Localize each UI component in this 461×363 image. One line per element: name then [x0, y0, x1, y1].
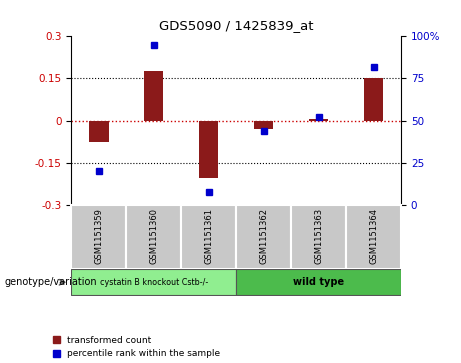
- FancyBboxPatch shape: [346, 205, 401, 269]
- Text: GSM1151364: GSM1151364: [369, 208, 378, 264]
- Text: GSM1151359: GSM1151359: [95, 208, 103, 264]
- Bar: [309, 119, 328, 121]
- FancyBboxPatch shape: [126, 205, 181, 269]
- Text: GSM1151361: GSM1151361: [204, 208, 213, 264]
- Bar: [144, 72, 164, 121]
- Bar: [254, 121, 273, 129]
- FancyBboxPatch shape: [71, 205, 126, 269]
- Bar: [364, 78, 383, 121]
- FancyBboxPatch shape: [71, 269, 236, 295]
- FancyBboxPatch shape: [236, 269, 401, 295]
- Text: GSM1151362: GSM1151362: [259, 208, 268, 264]
- Bar: [89, 121, 108, 142]
- FancyBboxPatch shape: [181, 205, 236, 269]
- Legend: transformed count, percentile rank within the sample: transformed count, percentile rank withi…: [53, 336, 220, 359]
- FancyBboxPatch shape: [291, 205, 346, 269]
- Text: wild type: wild type: [293, 277, 344, 287]
- FancyBboxPatch shape: [236, 205, 291, 269]
- Text: GSM1151360: GSM1151360: [149, 208, 159, 264]
- Bar: [199, 121, 219, 178]
- Title: GDS5090 / 1425839_at: GDS5090 / 1425839_at: [159, 19, 313, 32]
- Text: GSM1151363: GSM1151363: [314, 208, 323, 264]
- Text: genotype/variation: genotype/variation: [5, 277, 97, 287]
- Text: cystatin B knockout Cstb-/-: cystatin B knockout Cstb-/-: [100, 278, 208, 287]
